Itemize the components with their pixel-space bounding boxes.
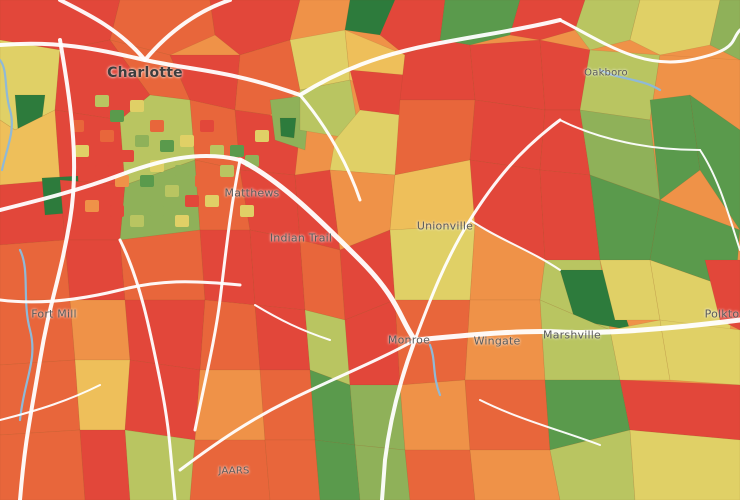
map-region [195, 175, 209, 187]
map-region [124, 299, 206, 371]
map-region [175, 215, 189, 227]
road [699, 149, 740, 251]
map-region [249, 229, 306, 311]
map-region [85, 200, 99, 212]
map-region [109, 0, 216, 56]
map-region [165, 185, 179, 197]
map-region [225, 185, 239, 197]
road [479, 399, 601, 446]
map-region [74, 359, 131, 431]
map-region [629, 0, 721, 56]
water-feature [428, 343, 442, 397]
map-region [0, 429, 86, 500]
water-feature [0, 58, 13, 172]
map-region [404, 449, 476, 500]
map-region [170, 115, 184, 127]
road [559, 119, 701, 151]
map-region [629, 429, 740, 500]
map-region [115, 175, 129, 187]
map-region [399, 379, 471, 451]
map-region [469, 449, 561, 500]
map-region [259, 369, 316, 441]
map-region [200, 120, 214, 132]
map-region [709, 0, 740, 61]
road [254, 304, 331, 341]
road [298, 18, 562, 97]
road [18, 38, 77, 500]
map-region [189, 439, 271, 500]
map-region [394, 299, 471, 386]
map-region [95, 165, 109, 177]
map-region [210, 215, 224, 227]
map-region [469, 99, 546, 171]
map-region [130, 100, 144, 112]
water-layer [0, 58, 662, 422]
map-region [314, 439, 361, 500]
road [143, 0, 232, 62]
road [558, 18, 740, 64]
map-region [69, 299, 131, 361]
road [118, 238, 177, 500]
map-region [299, 239, 346, 321]
map-region [389, 224, 476, 301]
map-region [140, 175, 154, 187]
map-region [689, 94, 740, 231]
water-feature [18, 248, 34, 422]
road [0, 280, 242, 304]
road [237, 157, 418, 343]
map-region [180, 135, 194, 147]
map-region [0, 299, 76, 366]
map-region [469, 39, 546, 111]
road [193, 158, 242, 432]
road [469, 219, 561, 271]
map-region [205, 195, 219, 207]
map-region [135, 135, 149, 147]
map-region [130, 215, 144, 227]
map-region [704, 259, 740, 331]
road [380, 338, 417, 500]
map-region [619, 379, 740, 441]
map-region [110, 110, 124, 122]
map-region [100, 130, 114, 142]
road [298, 93, 362, 202]
road [412, 317, 740, 343]
road [178, 338, 417, 472]
map-region [289, 29, 351, 91]
map-region [264, 439, 321, 500]
map-region [185, 195, 199, 207]
map-region [549, 429, 636, 500]
map-region [240, 205, 254, 217]
map-region [254, 304, 311, 371]
map-region [175, 165, 189, 177]
map-region [95, 95, 109, 107]
map-region [230, 145, 244, 157]
map-region [210, 145, 224, 157]
map-region [110, 205, 124, 217]
water-feature [598, 68, 662, 92]
map-region [464, 299, 546, 381]
map-region [75, 145, 89, 157]
map-region [79, 429, 131, 500]
road [0, 384, 101, 421]
map-region [120, 150, 134, 162]
map-region [150, 205, 164, 217]
map-region [150, 120, 164, 132]
map-region [464, 379, 551, 451]
map-region [119, 229, 206, 301]
map-region [160, 140, 174, 152]
map-region [659, 319, 740, 386]
map-region [124, 429, 196, 500]
map-region [220, 165, 234, 177]
map-region [279, 117, 297, 139]
road [0, 154, 242, 212]
map-region [255, 130, 269, 142]
road [58, 0, 147, 62]
